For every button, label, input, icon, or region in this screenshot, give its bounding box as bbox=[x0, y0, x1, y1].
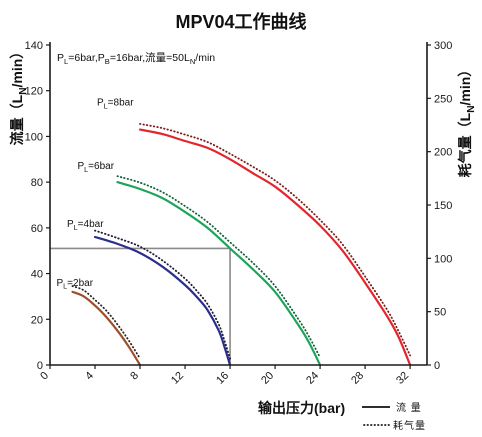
text-segment: =2bar bbox=[67, 278, 94, 289]
text-segment: =6bar bbox=[88, 161, 115, 172]
subscript-text: L bbox=[64, 57, 68, 66]
subscript-text: N bbox=[18, 87, 29, 94]
legend-label-consumption: 耗气量 bbox=[393, 419, 426, 432]
text-segment: P bbox=[97, 98, 104, 109]
subscript-text: L bbox=[63, 282, 67, 291]
subscript-text: N bbox=[190, 57, 195, 66]
series-label-pl-2bar: PL=2bar bbox=[57, 278, 94, 291]
series-label-pl-4bar: PL=4bar bbox=[67, 219, 104, 232]
text-segment: 流量（L bbox=[9, 94, 25, 145]
text-segment: P bbox=[78, 161, 85, 172]
x-tick-label: 4 bbox=[83, 370, 96, 383]
y2-tick-label: 250 bbox=[434, 93, 452, 105]
flow-curve-pl-2bar bbox=[71, 290, 142, 367]
consumption-curve-pl-4bar bbox=[94, 229, 231, 360]
x-tick-label: 24 bbox=[304, 370, 321, 387]
consumption-curve-pl-6bar bbox=[116, 175, 321, 359]
x-tick-label: 32 bbox=[394, 370, 411, 387]
y2-tick-label: 150 bbox=[434, 200, 452, 212]
y-tick-label: 140 bbox=[25, 40, 43, 52]
chart-title: MPV04工作曲线 bbox=[175, 11, 306, 32]
x-tick-label: 20 bbox=[259, 370, 276, 387]
y-tick-label: 120 bbox=[25, 86, 43, 98]
chart-annotation: PL=6bar,PB=16bar,流量=50LN/min bbox=[57, 51, 215, 66]
y-tick-label: 0 bbox=[37, 360, 43, 372]
subscript-text: L bbox=[74, 223, 78, 232]
y2-tick-label: 100 bbox=[434, 253, 452, 265]
text-segment: /min） bbox=[457, 63, 473, 106]
text-segment: 耗气量（L bbox=[457, 112, 473, 177]
x-tick-label: 8 bbox=[128, 370, 141, 383]
legend-label-flow: 流 量 bbox=[396, 401, 422, 414]
y2-tick-label: 0 bbox=[434, 360, 440, 372]
flow-curve-pl-8bar bbox=[138, 128, 412, 367]
x-axis-title: 输出压力(bar) bbox=[258, 400, 345, 416]
text-segment: /min） bbox=[9, 45, 25, 88]
y-axis-title: 流量（LN/min） bbox=[9, 45, 29, 146]
text-segment: =6bar,P bbox=[68, 52, 105, 64]
series-label-pl-6bar: PL=6bar bbox=[78, 161, 115, 174]
text-segment: P bbox=[57, 52, 64, 64]
text-segment: =16bar,流量=50L bbox=[110, 51, 190, 64]
x-tick-label: 0 bbox=[38, 370, 51, 383]
text-segment: =8bar bbox=[108, 98, 135, 109]
y2-axis-title: 耗气量（LN/min） bbox=[457, 63, 477, 178]
y-tick-label: 40 bbox=[31, 269, 43, 281]
subscript-text: B bbox=[105, 57, 110, 66]
y-tick-label: 80 bbox=[31, 177, 43, 189]
x-tick-label: 16 bbox=[214, 370, 231, 387]
text-segment: /min bbox=[195, 52, 215, 64]
flow-curve-pl-4bar bbox=[93, 235, 232, 367]
consumption-curve-pl-8bar bbox=[139, 123, 411, 357]
text-segment: P bbox=[57, 278, 64, 289]
y-tick-label: 20 bbox=[31, 314, 43, 326]
text-segment: P bbox=[67, 219, 74, 230]
y2-tick-label: 200 bbox=[434, 147, 452, 159]
y-tick-label: 100 bbox=[25, 131, 43, 143]
x-tick-label: 12 bbox=[169, 370, 186, 387]
series-label-pl-8bar: PL=8bar bbox=[97, 98, 134, 111]
consumption-curve-pl-2bar bbox=[71, 285, 141, 360]
legend: 流 量 耗气量 bbox=[362, 401, 426, 432]
x-tick-label: 28 bbox=[349, 370, 366, 387]
subscript-text: N bbox=[466, 105, 477, 112]
subscript-text: L bbox=[84, 165, 88, 174]
y2-tick-label: 50 bbox=[434, 307, 446, 319]
y2-tick-label: 300 bbox=[434, 40, 452, 52]
plot-area: PL=8barPL=6barPL=4barPL=2bar020406080100… bbox=[25, 40, 453, 387]
flow-curve-pl-6bar bbox=[116, 181, 322, 367]
y-tick-label: 60 bbox=[31, 223, 43, 235]
text-segment: =4bar bbox=[78, 219, 105, 230]
subscript-text: L bbox=[104, 101, 108, 110]
